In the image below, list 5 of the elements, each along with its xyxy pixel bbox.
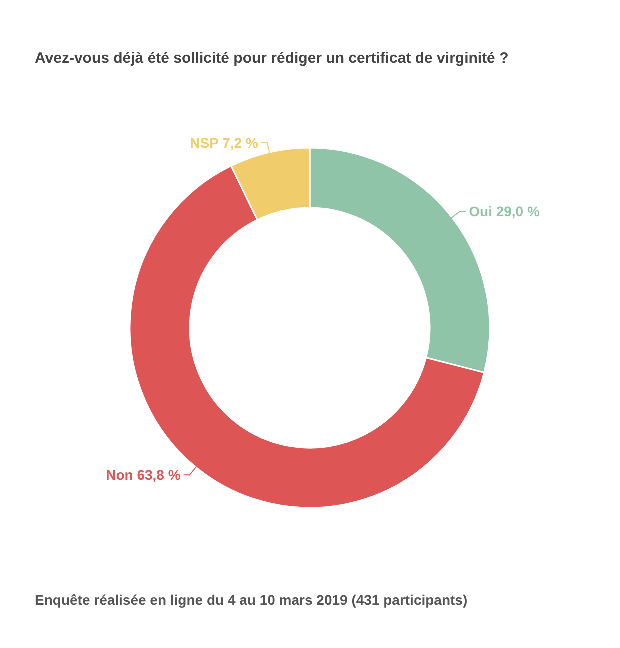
chart-title: Avez-vous déjà été sollicité pour rédiger un certificat de virginité ? (35, 50, 509, 67)
slice-label: Non 63,8 % (106, 467, 182, 484)
slice-label: Oui 29,0 % (469, 204, 540, 220)
slice-label: NSP 7,2 % (190, 134, 259, 151)
text: Enquête réalisée en ligne du 4 au 10 mars 2019 (431 participants) (35, 592, 468, 608)
